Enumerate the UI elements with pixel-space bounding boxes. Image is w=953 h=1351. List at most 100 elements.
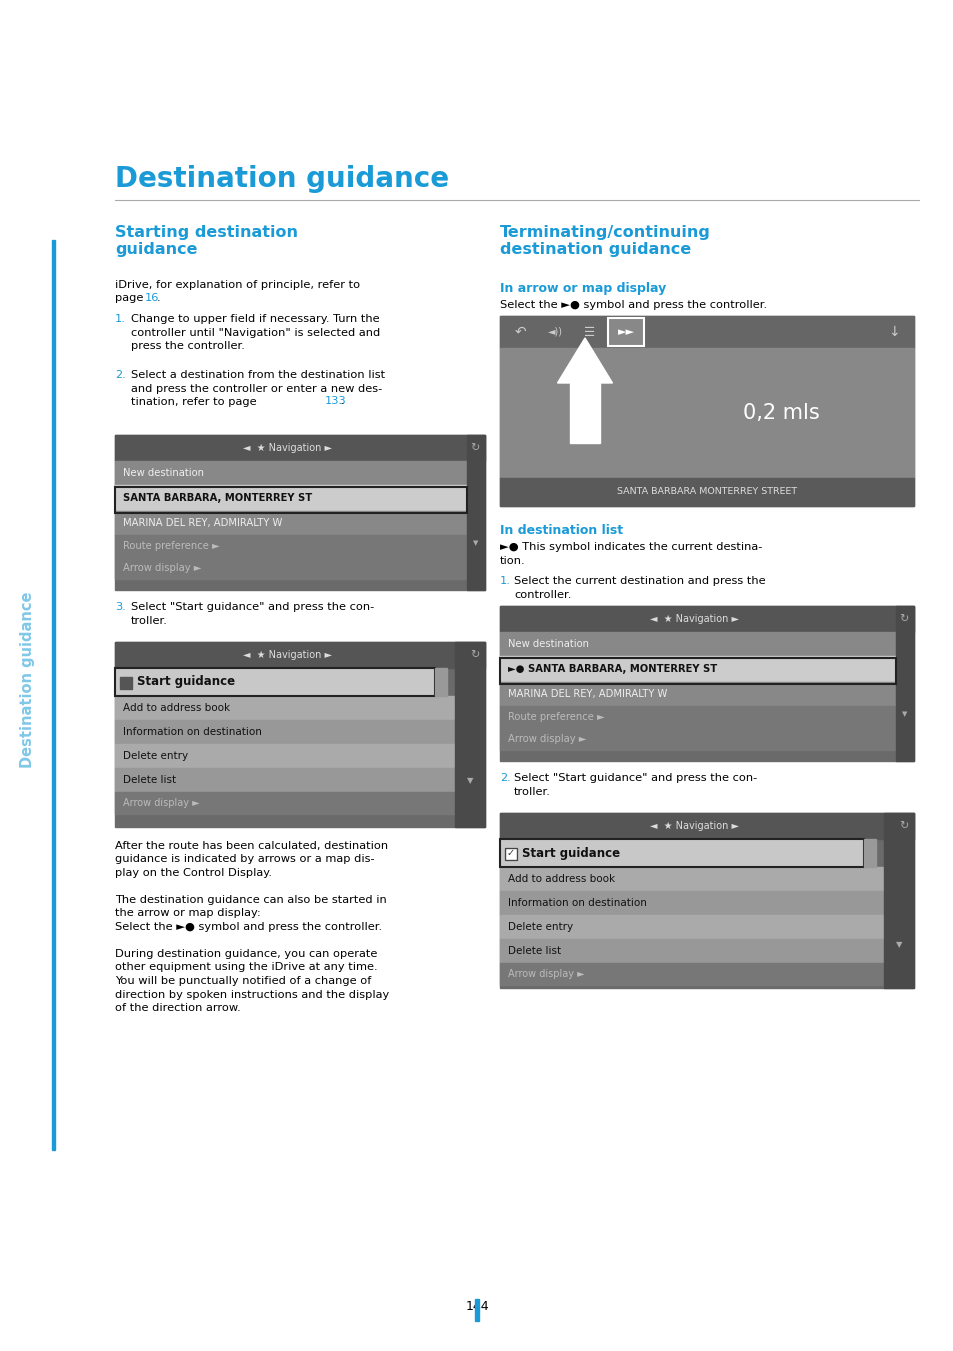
Bar (115, 667, 435, 696)
Bar (115, 696, 455, 720)
Bar (115, 744, 455, 767)
Text: ▼: ▼ (466, 777, 473, 785)
Text: 1.: 1. (499, 576, 511, 586)
Text: Delete list: Delete list (123, 775, 176, 785)
Text: ↻: ↻ (470, 443, 479, 453)
Bar (504, 848, 517, 861)
Bar (52, 240, 55, 1150)
Text: SANTA BARBARA, MONTERREY ST: SANTA BARBARA, MONTERREY ST (123, 493, 312, 503)
Bar (115, 435, 484, 590)
Bar (499, 657, 895, 682)
Text: Destination guidance: Destination guidance (20, 592, 35, 769)
Text: Route preference ►: Route preference ► (507, 712, 604, 721)
Bar (499, 839, 863, 867)
Text: ↻: ↻ (899, 821, 908, 831)
Text: New destination: New destination (507, 639, 588, 648)
Text: ↻: ↻ (470, 650, 479, 661)
Text: ►● This symbol indicates the current destina-
tion.: ►● This symbol indicates the current des… (499, 542, 761, 566)
Bar (115, 792, 455, 815)
Text: Change to upper field if necessary. Turn the
controller until "Navigation" is se: Change to upper field if necessary. Turn… (131, 313, 380, 351)
Text: 16: 16 (145, 293, 159, 303)
Text: ▼: ▼ (902, 712, 906, 717)
Bar (499, 707, 895, 728)
Text: ☰: ☰ (584, 326, 595, 339)
Bar (435, 667, 447, 696)
Bar (499, 607, 913, 761)
Polygon shape (557, 338, 612, 382)
Bar (504, 848, 517, 861)
Text: ↓: ↓ (887, 326, 899, 339)
Bar (115, 642, 484, 827)
Text: Arrow display ►: Arrow display ► (123, 798, 199, 808)
Text: 2.: 2. (499, 773, 510, 784)
Bar (499, 867, 883, 892)
Bar (115, 486, 467, 513)
Bar (499, 658, 895, 684)
Text: 3.: 3. (115, 603, 126, 612)
Text: Destination guidance: Destination guidance (115, 165, 449, 193)
Bar (569, 382, 599, 443)
Bar (115, 435, 484, 461)
Bar (499, 813, 913, 988)
Bar (120, 677, 132, 689)
Text: Select the current destination and press the
controller.: Select the current destination and press… (514, 576, 765, 600)
Text: of the direction arrow.: of the direction arrow. (115, 1002, 240, 1013)
Text: Information on destination: Information on destination (123, 727, 262, 738)
Text: Select a destination from the destination list
and press the controller or enter: Select a destination from the destinatio… (131, 370, 385, 407)
Text: MARINA DEL REY, ADMIRALTY W: MARINA DEL REY, ADMIRALTY W (123, 517, 282, 528)
Bar (499, 813, 913, 839)
Text: Delete list: Delete list (507, 946, 560, 957)
Text: ►►: ►► (617, 327, 634, 336)
Text: MARINA DEL REY, ADMIRALTY W: MARINA DEL REY, ADMIRALTY W (507, 689, 667, 698)
Text: SANTA BARBARA MONTERREY STREET: SANTA BARBARA MONTERREY STREET (617, 488, 796, 497)
Bar (115, 667, 435, 696)
Text: 133: 133 (325, 396, 346, 407)
Bar (499, 478, 913, 507)
Text: Select the ►● symbol and press the controller.: Select the ►● symbol and press the contr… (115, 921, 382, 932)
Text: ◄  ★ Navigation ►: ◄ ★ Navigation ► (243, 650, 333, 661)
Bar (499, 892, 883, 915)
Text: Delete entry: Delete entry (507, 921, 573, 932)
Text: ↻: ↻ (899, 613, 908, 624)
Bar (499, 607, 913, 632)
Bar (499, 839, 863, 867)
Text: New destination: New destination (123, 467, 204, 478)
Bar (115, 485, 467, 511)
Bar (499, 963, 883, 985)
Bar (499, 682, 895, 707)
Text: ◄  ★ Navigation ►: ◄ ★ Navigation ► (650, 821, 739, 831)
Text: ◄  ★ Navigation ►: ◄ ★ Navigation ► (650, 613, 739, 624)
Bar (895, 607, 913, 761)
Bar (499, 316, 913, 349)
Text: play on the Control Display.: play on the Control Display. (115, 867, 272, 878)
Text: Select "Start guidance" and press the con-
troller.: Select "Start guidance" and press the co… (131, 603, 374, 626)
Bar (475, 1300, 478, 1321)
Text: Terminating/continuing
destination guidance: Terminating/continuing destination guida… (499, 226, 710, 258)
Text: ◄  ★ Navigation ►: ◄ ★ Navigation ► (243, 443, 333, 453)
Text: Start guidance: Start guidance (521, 847, 619, 859)
Bar (115, 767, 455, 792)
Text: Select "Start guidance" and press the con-
troller.: Select "Start guidance" and press the co… (514, 773, 757, 797)
Text: During destination guidance, you can operate: During destination guidance, you can ope… (115, 948, 377, 959)
Bar (499, 915, 883, 939)
Text: In destination list: In destination list (499, 524, 622, 536)
Text: iDrive, for explanation of principle, refer to: iDrive, for explanation of principle, re… (115, 280, 359, 290)
Bar (115, 461, 467, 485)
Text: Arrow display ►: Arrow display ► (507, 969, 584, 979)
Bar (115, 557, 467, 580)
Text: In arrow or map display: In arrow or map display (499, 282, 665, 295)
Text: page: page (115, 293, 147, 303)
Bar (499, 728, 895, 750)
Text: Starting destination
guidance: Starting destination guidance (115, 226, 297, 258)
Text: 1.: 1. (115, 313, 126, 324)
Text: ↶: ↶ (514, 326, 525, 339)
Bar (499, 632, 895, 657)
Text: Select the ►● symbol and press the controller.: Select the ►● symbol and press the contr… (499, 300, 766, 309)
Text: 2.: 2. (115, 370, 126, 380)
Text: ◄)): ◄)) (547, 327, 562, 336)
Text: Add to address book: Add to address book (123, 703, 230, 713)
Text: ✓: ✓ (506, 848, 515, 858)
Text: Start guidance: Start guidance (137, 676, 234, 689)
Bar (607, 317, 643, 346)
Text: Arrow display ►: Arrow display ► (507, 734, 586, 744)
